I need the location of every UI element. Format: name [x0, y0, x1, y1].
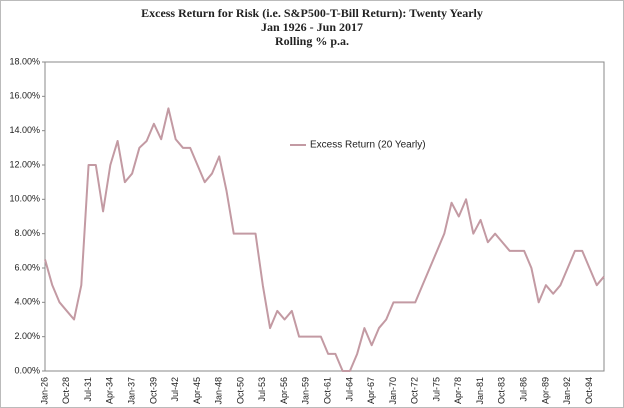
x-tick-label: Jul-86 [519, 377, 529, 402]
x-tick-label: Oct-61 [323, 377, 333, 404]
y-tick-label: 18.00% [9, 56, 40, 66]
x-tick-label: Jul-31 [83, 377, 93, 402]
x-tick-label: Jan-48 [214, 377, 224, 405]
x-tick-label: Jan-59 [301, 377, 311, 405]
y-tick-label: 14.00% [9, 125, 40, 135]
x-tick-label: Jul-75 [431, 377, 441, 402]
x-tick-label: Apr-56 [279, 377, 289, 404]
y-tick-label: 10.00% [9, 194, 40, 204]
chart-subtitle: Rolling % p.a. [275, 34, 349, 48]
x-tick-label: Apr-78 [453, 377, 463, 404]
y-tick-label: 6.00% [14, 262, 40, 272]
y-tick-label: 4.00% [14, 297, 40, 307]
data-line [44, 107, 605, 372]
y-tick-label: 0.00% [14, 365, 40, 375]
plot-area [44, 61, 605, 372]
x-tick-label: Apr-34 [105, 377, 115, 404]
x-tick-label: Jul-42 [170, 377, 180, 402]
x-tick-label: Apr-45 [192, 377, 202, 404]
x-tick-label: Jan-70 [388, 377, 398, 405]
x-tick-label: Oct-94 [584, 377, 594, 404]
y-tick-label: 8.00% [14, 228, 40, 238]
x-tick-label: Apr-67 [366, 377, 376, 404]
y-tick-label: 2.00% [14, 331, 40, 341]
x-tick-label: Oct-39 [148, 377, 158, 404]
x-tick-label: Jan-92 [562, 377, 572, 405]
chart-title: Excess Return for Risk (i.e. S&P500-T-Bi… [141, 6, 483, 20]
x-tick-label: Jan-26 [39, 377, 49, 405]
x-tick-label: Jul-64 [344, 377, 354, 402]
x-tick-label: Jan-81 [475, 377, 485, 405]
legend-label: Excess Return (20 Yearly) [310, 140, 426, 151]
x-tick-label: Oct-50 [235, 377, 245, 404]
chart-subtitle: Jan 1926 - Jun 2017 [261, 20, 363, 34]
x-tick-label: Jan-37 [126, 377, 136, 405]
x-tick-label: Apr-89 [540, 377, 550, 404]
y-tick-label: 12.00% [9, 159, 40, 169]
x-tick-label: Jul-53 [257, 377, 267, 402]
x-tick-label: Oct-72 [410, 377, 420, 404]
x-tick-label: Oct-83 [497, 377, 507, 404]
x-tick-label: Oct-28 [61, 377, 71, 404]
y-tick-label: 16.00% [9, 91, 40, 101]
